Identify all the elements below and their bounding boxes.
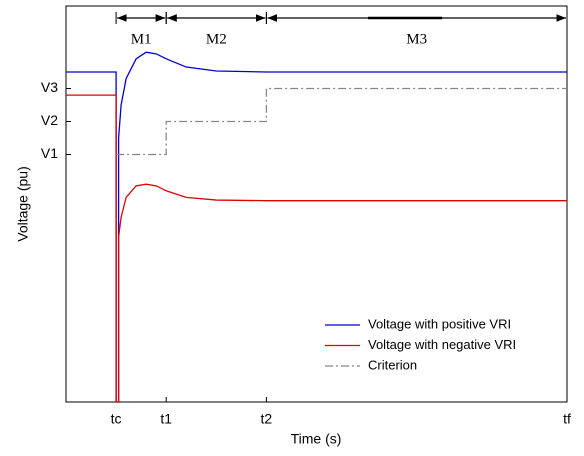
annotation-label: M3 xyxy=(406,31,427,47)
x-tick-label: tf xyxy=(563,411,571,427)
legend-label: Voltage with positive VRI xyxy=(368,316,511,331)
x-axis-label: Time (s) xyxy=(291,431,342,447)
legend-label: Voltage with negative VRI xyxy=(368,337,516,352)
y-tick-label: V3 xyxy=(41,79,58,95)
annotation-label: M2 xyxy=(206,31,227,47)
series-line xyxy=(66,94,567,403)
plot-frame xyxy=(65,5,568,403)
y-tick-label: V1 xyxy=(41,145,58,161)
x-tick-label: t1 xyxy=(160,411,172,427)
series-line xyxy=(116,87,567,156)
annotation-label: M1 xyxy=(131,31,152,47)
x-tick-label: tc xyxy=(111,411,122,427)
y-tick-label: V2 xyxy=(41,112,58,128)
y-axis-label: Voltage (pu) xyxy=(15,166,31,242)
legend-label: Criterion xyxy=(368,357,417,372)
x-tick-label: t2 xyxy=(261,411,273,427)
